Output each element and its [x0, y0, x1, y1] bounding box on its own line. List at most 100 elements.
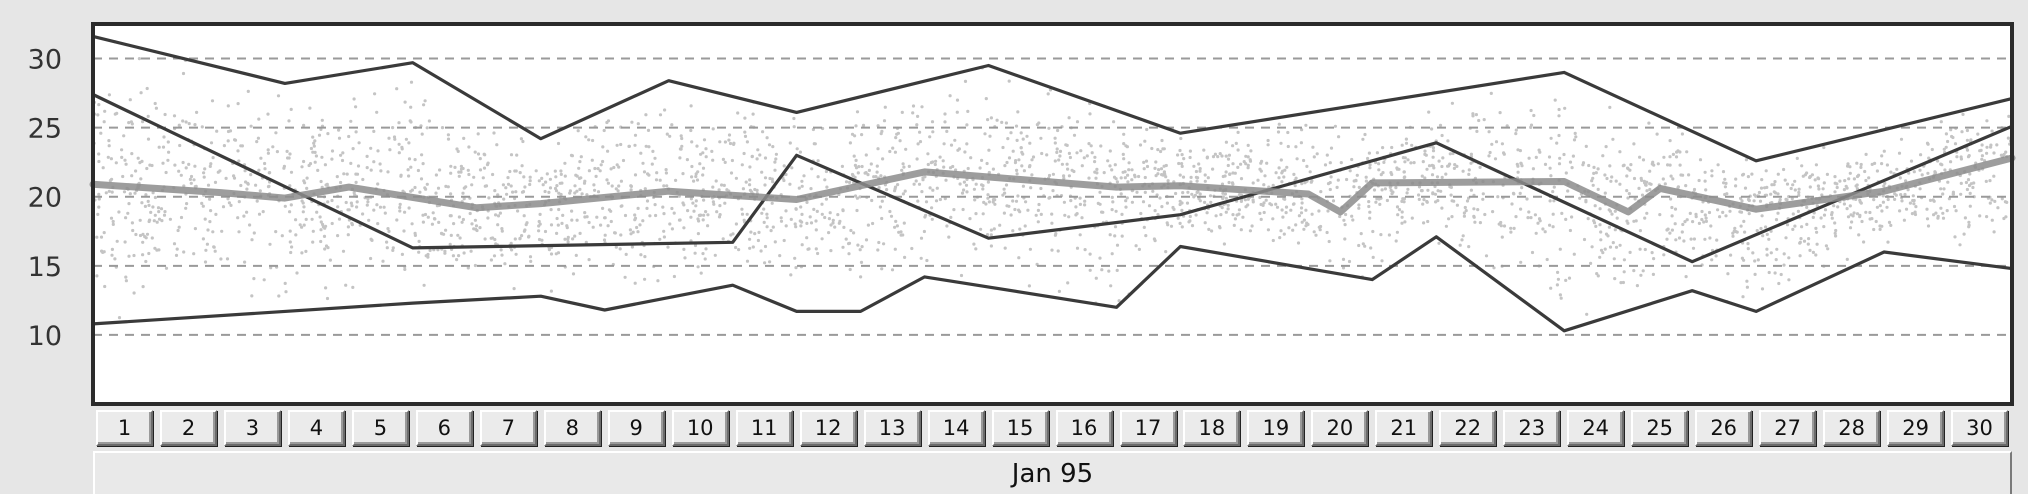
scatter-point: [115, 239, 119, 243]
scatter-point: [711, 200, 716, 204]
scatter-point: [95, 235, 99, 239]
scatter-point: [682, 247, 686, 251]
scatter-point: [1196, 190, 1200, 194]
scatter-point: [428, 248, 432, 252]
scatter-point: [680, 136, 684, 141]
scatter-point: [1431, 146, 1435, 150]
scatter-point: [587, 169, 592, 173]
scatter-point: [701, 218, 705, 222]
scatter-point: [424, 187, 428, 191]
scatter-point: [201, 204, 205, 208]
scatter-point: [1375, 151, 1379, 155]
scatter-point: [1862, 240, 1866, 244]
scatter-point: [305, 186, 309, 190]
scatter-point: [723, 201, 727, 205]
scatter-point: [574, 253, 578, 257]
scatter-point: [730, 158, 735, 163]
scatter-point: [347, 134, 351, 139]
scatter-point: [1119, 176, 1123, 180]
scatter-point: [1030, 158, 1034, 162]
scatter-point: [1785, 223, 1790, 227]
scatter-point: [1610, 175, 1614, 179]
scatter-point: [1622, 163, 1626, 167]
scatter-point: [1305, 164, 1309, 168]
scatter-point: [133, 191, 137, 195]
scatter-point: [102, 231, 106, 235]
x-tick-label: 18: [1183, 410, 1241, 446]
scatter-point: [1823, 208, 1828, 212]
scatter-point: [543, 229, 548, 234]
scatter-point: [1478, 165, 1482, 169]
scatter-point: [1704, 188, 1708, 192]
scatter-point: [931, 188, 935, 192]
scatter-point: [420, 153, 424, 157]
scatter-point: [103, 109, 107, 113]
scatter-point: [1805, 205, 1809, 209]
scatter-point: [986, 118, 990, 122]
scatter-point: [528, 175, 532, 179]
scatter-point: [258, 189, 262, 193]
scatter-point: [181, 119, 185, 123]
scatter-point: [204, 248, 208, 252]
scatter-point: [1557, 114, 1561, 118]
scatter-point: [770, 201, 774, 205]
scatter-point: [157, 248, 161, 252]
scatter-point: [1427, 164, 1432, 168]
scatter-point: [1269, 203, 1274, 207]
scatter-point: [413, 233, 417, 237]
scatter-point: [1555, 141, 1559, 145]
scatter-point: [1955, 155, 1959, 159]
scatter-point: [793, 222, 797, 226]
scatter-point: [1864, 178, 1868, 183]
scatter-point: [679, 134, 683, 138]
scatter-point: [354, 130, 358, 134]
scatter-point: [228, 129, 233, 133]
scatter-point: [974, 247, 978, 251]
scatter-point: [1246, 197, 1250, 201]
scatter-point: [446, 185, 450, 189]
scatter-point: [1096, 201, 1100, 205]
scatter-point: [1739, 224, 1743, 228]
scatter-point: [1363, 244, 1367, 248]
scatter-point: [442, 232, 446, 236]
scatter-point: [1721, 170, 1726, 174]
scatter-point: [948, 94, 952, 98]
scatter-point: [146, 137, 151, 141]
scatter-point: [696, 170, 700, 174]
scatter-point: [912, 182, 916, 186]
scatter-point: [107, 144, 111, 148]
scatter-point: [257, 168, 261, 172]
scatter-point: [1821, 187, 1825, 191]
scatter-point: [1626, 221, 1630, 225]
scatter-point: [1572, 138, 1577, 142]
scatter-point: [1669, 174, 1673, 178]
scatter-point: [386, 227, 390, 231]
scatter-point: [193, 164, 197, 168]
scatter-point: [237, 200, 241, 204]
scatter-point: [132, 291, 136, 295]
scatter-point: [2002, 216, 2006, 221]
scatter-point: [1072, 133, 1077, 137]
scatter-point: [1397, 167, 1401, 171]
scatter-point: [734, 222, 739, 226]
scatter-point: [704, 247, 708, 251]
scatter-point: [1703, 213, 1707, 217]
scatter-point: [606, 149, 610, 153]
scatter-point: [409, 120, 413, 124]
scatter-point: [1094, 176, 1098, 180]
scatter-point: [545, 172, 549, 176]
scatter-point: [768, 260, 772, 264]
scatter-point: [1473, 220, 1477, 224]
scatter-point: [1450, 215, 1454, 219]
scatter-point: [668, 134, 672, 138]
scatter-point: [1018, 210, 1022, 214]
scatter-point: [959, 273, 964, 278]
scatter-point: [1110, 208, 1114, 212]
scatter-point: [1028, 141, 1032, 145]
scatter-point: [237, 230, 241, 234]
scatter-point: [854, 166, 859, 170]
scatter-point: [1389, 171, 1393, 175]
scatter-point: [1449, 193, 1453, 197]
scatter-point: [1553, 98, 1557, 102]
scatter-point: [1622, 270, 1626, 274]
